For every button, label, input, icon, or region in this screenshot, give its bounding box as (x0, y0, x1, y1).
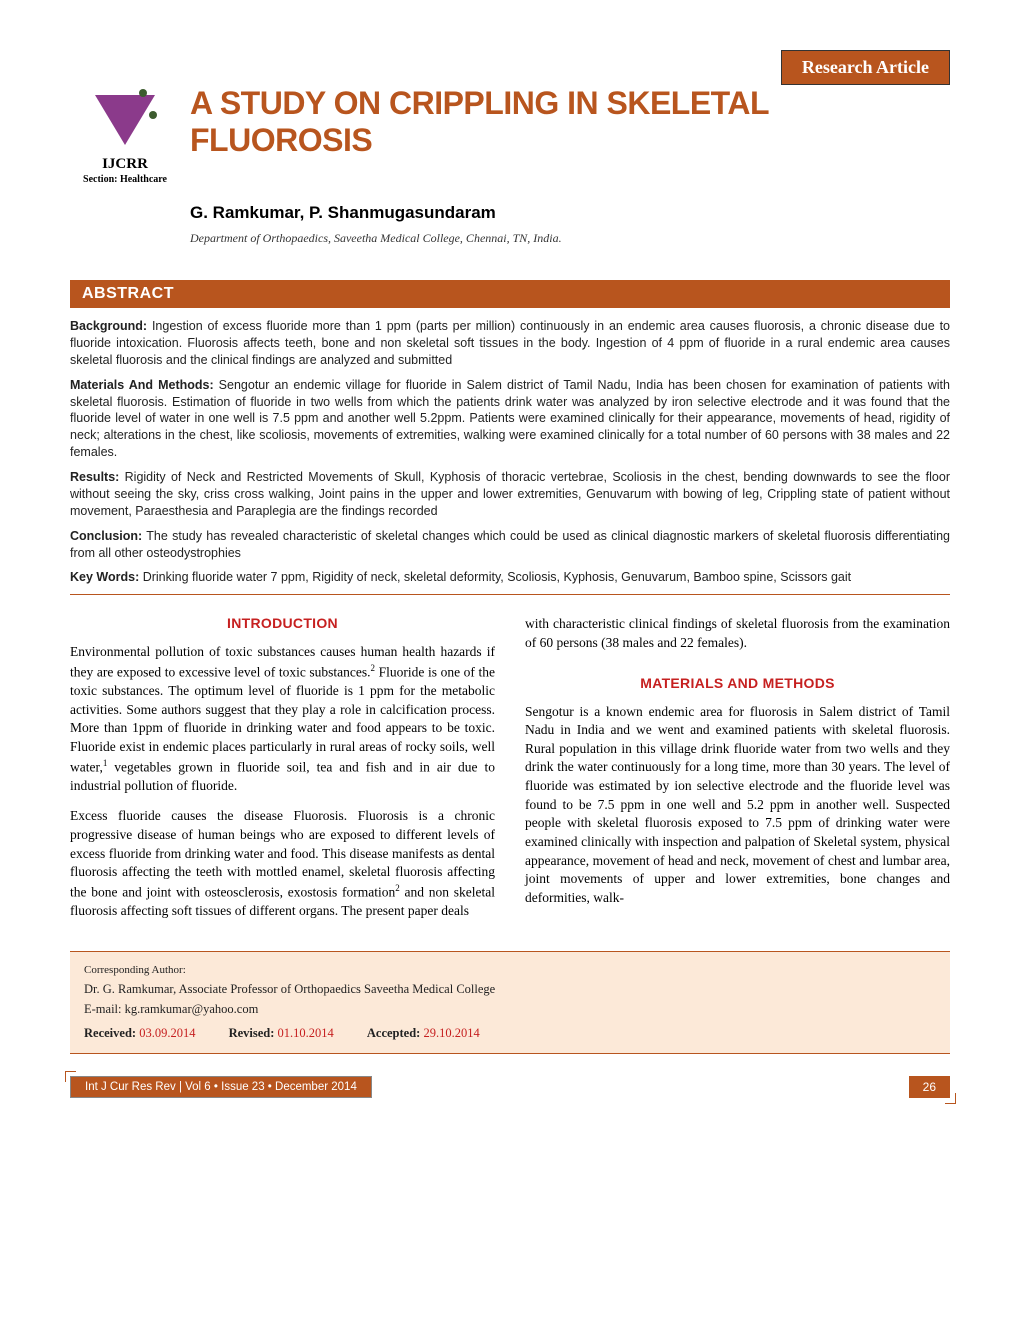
left-column: INTRODUCTION Environmental pollution of … (70, 615, 495, 932)
revised-date: 01.10.2014 (278, 1026, 334, 1040)
intro-text: Environmental pollution of toxic substan… (70, 643, 495, 920)
results-text: Rigidity of Neck and Restricted Movement… (70, 470, 950, 518)
header: IJCRR Section: Healthcare A STUDY ON CRI… (70, 85, 950, 185)
journal-logo: IJCRR Section: Healthcare (70, 85, 180, 185)
keywords-label: Key Words: (70, 570, 139, 584)
accepted-date: 29.10.2014 (423, 1026, 479, 1040)
revised-label: Revised: (229, 1026, 278, 1040)
section-label: Section: Healthcare (70, 174, 180, 185)
corr-label: Corresponding Author: (84, 962, 936, 980)
abstract-body: Background: Ingestion of excess fluoride… (70, 318, 950, 586)
article-title: A STUDY ON CRIPPLING IN SKELETAL FLUOROS… (190, 85, 950, 159)
bg-label: Background: (70, 319, 147, 333)
received-label: Received: (84, 1026, 139, 1040)
bg-text: Ingestion of excess fluoride more than 1… (70, 319, 950, 367)
results-label: Results: (70, 470, 119, 484)
bottom-bar: Int J Cur Res Rev | Vol 6 • Issue 23 • D… (70, 1076, 950, 1098)
methods-heading: MATERIALS AND METHODS (525, 675, 950, 691)
logo-icon (85, 85, 165, 155)
journal-citation: Int J Cur Res Rev | Vol 6 • Issue 23 • D… (70, 1076, 372, 1098)
corr-email: E-mail: kg.ramkumar@yahoo.com (84, 999, 936, 1019)
keywords-text: Drinking fluoride water 7 ppm, Rigidity … (139, 570, 851, 584)
body-columns: INTRODUCTION Environmental pollution of … (70, 615, 950, 932)
dates-row: Received: 03.09.2014 Revised: 01.10.2014… (84, 1023, 936, 1043)
conclusion-label: Conclusion: (70, 529, 142, 543)
title-block: A STUDY ON CRIPPLING IN SKELETAL FLUOROS… (190, 85, 950, 159)
abstract-heading: ABSTRACT (70, 280, 950, 308)
affiliation: Department of Orthopaedics, Saveetha Med… (190, 231, 950, 246)
corresponding-author-box: Corresponding Author: Dr. G. Ramkumar, A… (70, 951, 950, 1055)
journal-acronym: IJCRR (70, 156, 180, 173)
article-type-badge: Research Article (781, 50, 950, 85)
page-number: 26 (909, 1076, 950, 1098)
conclusion-text: The study has revealed characteristic of… (70, 529, 950, 560)
methods-body: Sengotur is a known endemic area for flu… (525, 703, 950, 908)
accepted-label: Accepted: (367, 1026, 424, 1040)
corr-name: Dr. G. Ramkumar, Associate Professor of … (84, 979, 936, 999)
methods-label: Materials And Methods: (70, 378, 214, 392)
divider (70, 594, 950, 595)
right-column: with characteristic clinical findings of… (525, 615, 950, 932)
col2-top: with characteristic clinical findings of… (525, 615, 950, 652)
received-date: 03.09.2014 (139, 1026, 195, 1040)
authors: G. Ramkumar, P. Shanmugasundaram (190, 203, 950, 223)
intro-heading: INTRODUCTION (70, 615, 495, 631)
